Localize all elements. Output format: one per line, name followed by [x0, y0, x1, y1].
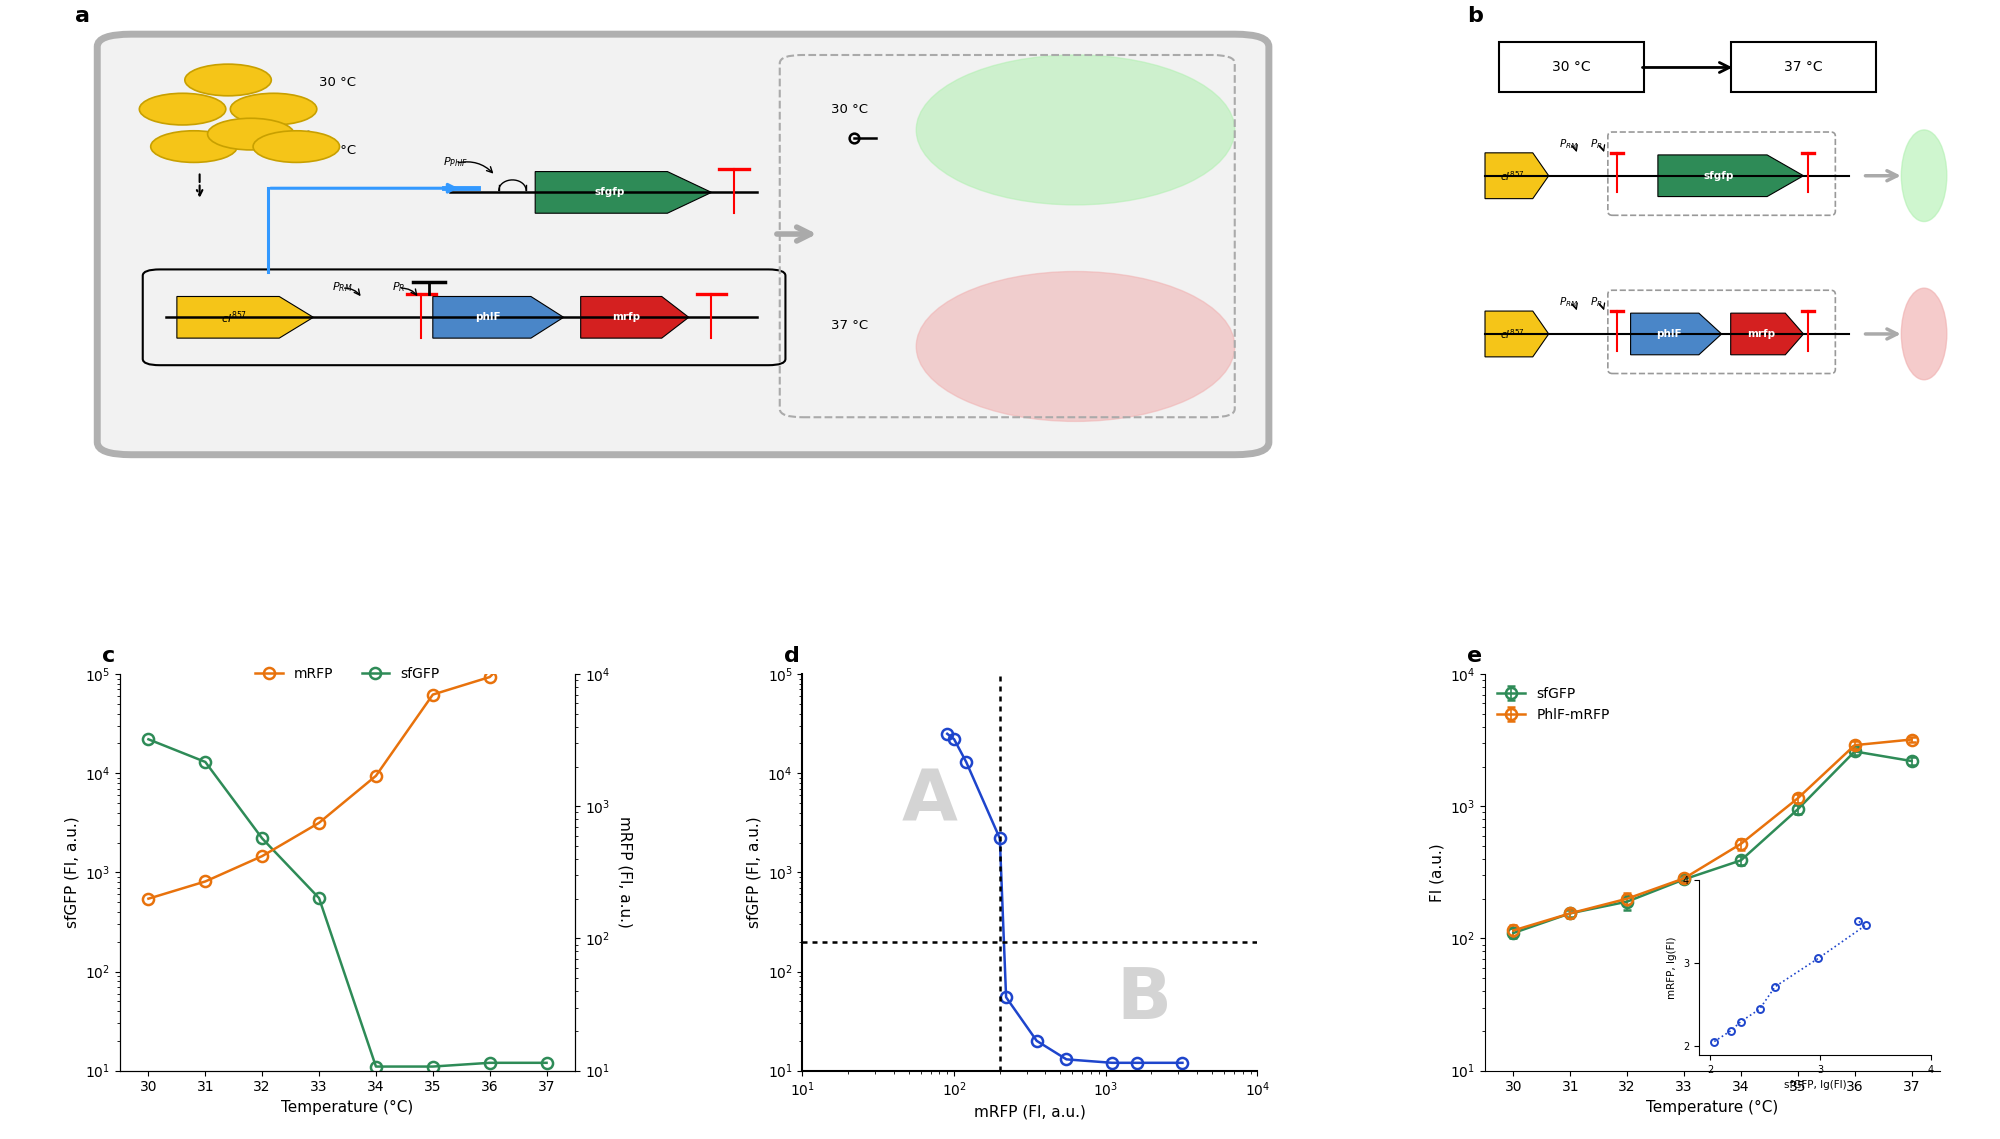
Text: e: e — [1466, 646, 1482, 666]
Text: 30 °C: 30 °C — [320, 75, 356, 89]
Text: 37 °C: 37 °C — [830, 319, 868, 333]
Text: phlF: phlF — [1656, 329, 1682, 339]
Text: 30 °C: 30 °C — [1552, 60, 1590, 74]
Polygon shape — [1730, 313, 1804, 354]
Polygon shape — [536, 172, 712, 213]
Polygon shape — [1484, 311, 1548, 357]
Text: 37 °C: 37 °C — [320, 145, 356, 157]
Text: b: b — [1466, 6, 1482, 26]
FancyBboxPatch shape — [1498, 42, 1644, 92]
Text: $cI^{857}$: $cI^{857}$ — [1500, 327, 1524, 341]
Text: $cI^{857}$: $cI^{857}$ — [222, 309, 248, 326]
Y-axis label: mRFP (FI, a.u.): mRFP (FI, a.u.) — [618, 817, 632, 928]
X-axis label: Temperature (°C): Temperature (°C) — [282, 1100, 414, 1115]
Text: c: c — [102, 646, 116, 666]
FancyBboxPatch shape — [1730, 42, 1876, 92]
Y-axis label: sfGFP (FI, a.u.): sfGFP (FI, a.u.) — [746, 817, 762, 928]
Text: $P_{RM}$: $P_{RM}$ — [332, 280, 352, 294]
Text: $P_{PhlF}$: $P_{PhlF}$ — [444, 156, 468, 170]
Circle shape — [208, 118, 294, 150]
Polygon shape — [176, 296, 314, 338]
Text: $P_{R}$: $P_{R}$ — [1590, 295, 1602, 309]
Y-axis label: sfGFP (FI, a.u.): sfGFP (FI, a.u.) — [64, 817, 80, 928]
Text: 37 °C: 37 °C — [1784, 60, 1822, 74]
Y-axis label: FI (a.u.): FI (a.u.) — [1430, 843, 1444, 902]
Text: mrfp: mrfp — [1748, 329, 1776, 339]
Text: a: a — [74, 6, 90, 26]
Text: $P_{RM}$: $P_{RM}$ — [1560, 137, 1578, 150]
Polygon shape — [1630, 313, 1722, 354]
Legend: mRFP, sfGFP: mRFP, sfGFP — [250, 662, 446, 687]
Text: $P_{R}$: $P_{R}$ — [1590, 137, 1602, 150]
Polygon shape — [1658, 155, 1804, 197]
Circle shape — [184, 64, 272, 96]
Text: B: B — [1116, 965, 1172, 1034]
X-axis label: Temperature (°C): Temperature (°C) — [1646, 1100, 1778, 1115]
Ellipse shape — [1902, 130, 1946, 222]
Ellipse shape — [916, 271, 1234, 421]
Circle shape — [140, 93, 226, 125]
Text: 30 °C: 30 °C — [830, 103, 868, 116]
FancyBboxPatch shape — [98, 34, 1268, 454]
Text: sfgfp: sfgfp — [1704, 171, 1734, 181]
Circle shape — [230, 93, 316, 125]
Ellipse shape — [916, 55, 1234, 205]
Polygon shape — [1484, 153, 1548, 198]
Circle shape — [254, 131, 340, 163]
Text: mrfp: mrfp — [612, 312, 640, 322]
X-axis label: mRFP (FI, a.u.): mRFP (FI, a.u.) — [974, 1105, 1086, 1120]
Text: sfgfp: sfgfp — [594, 188, 624, 197]
Polygon shape — [580, 296, 688, 338]
Text: phlF: phlF — [474, 312, 500, 322]
Ellipse shape — [1902, 288, 1946, 379]
Text: A: A — [902, 767, 958, 836]
Text: $cI^{857}$: $cI^{857}$ — [1500, 169, 1524, 182]
Text: d: d — [784, 646, 800, 666]
Polygon shape — [432, 296, 564, 338]
Text: $P_{R}$: $P_{R}$ — [392, 280, 406, 294]
Legend: sfGFP, PhlF-mRFP: sfGFP, PhlF-mRFP — [1492, 681, 1616, 727]
Circle shape — [150, 131, 238, 163]
Text: $P_{RM}$: $P_{RM}$ — [1560, 295, 1578, 309]
